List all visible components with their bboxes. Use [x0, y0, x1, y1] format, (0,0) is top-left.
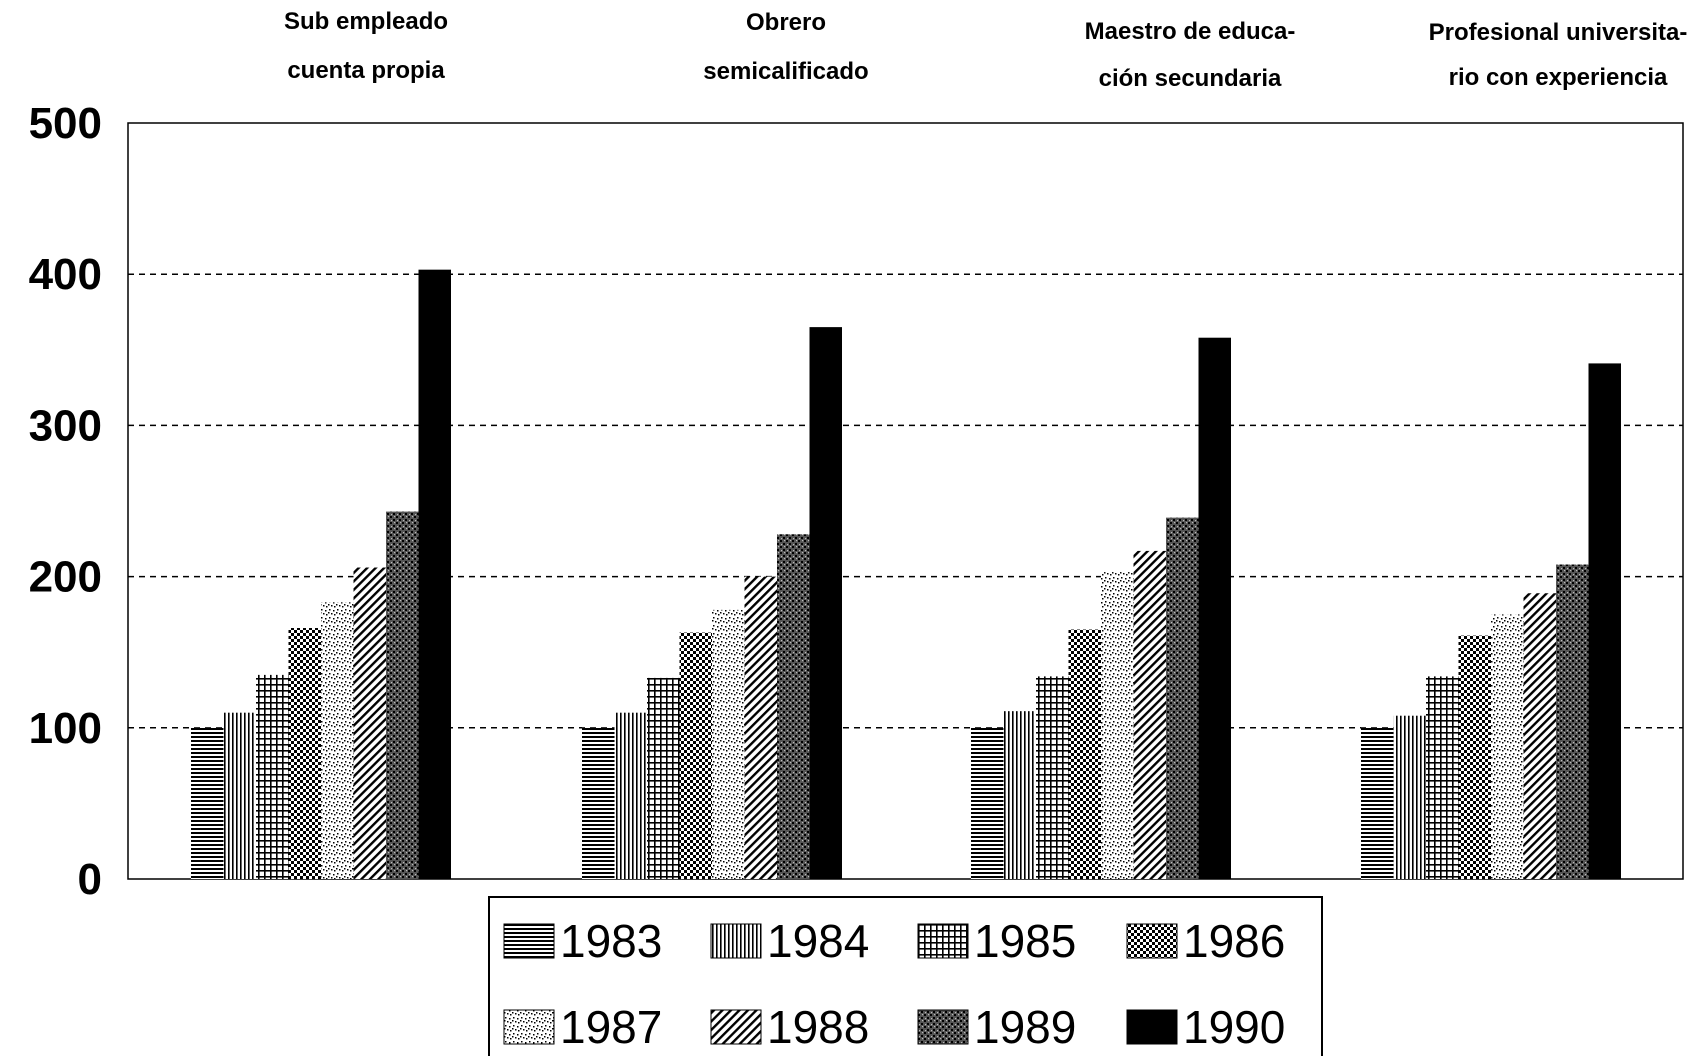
bar-1986-cat-3 [1458, 635, 1491, 879]
bar-1987-cat-0 [321, 602, 354, 879]
bar-1983-cat-1 [582, 727, 615, 879]
bar-1989-cat-2 [1166, 517, 1199, 879]
category-label-3-line-0: Profesional universita- [1429, 19, 1688, 46]
bar-1987-cat-3 [1491, 614, 1524, 879]
y-tick-label-0: 0 [78, 855, 102, 904]
bar-1986-cat-2 [1068, 629, 1101, 879]
bar-1988-cat-3 [1523, 593, 1556, 879]
bar-1988-cat-0 [353, 567, 386, 879]
legend-label-1984: 1984 [767, 915, 869, 967]
category-label-1-line-0: Obrero [746, 9, 826, 36]
category-label-0-line-0: Sub empleado [284, 8, 448, 35]
bar-1984-cat-2 [1003, 711, 1036, 879]
legend-swatch-1986 [1126, 923, 1178, 959]
legend-label-1987: 1987 [560, 1001, 662, 1053]
bar-1990-cat-1 [809, 327, 842, 879]
legend-box [488, 896, 1323, 1056]
category-label-3-line-1: rio con experiencia [1449, 64, 1668, 91]
bar-group-1 [582, 327, 842, 879]
legend-label-1983: 1983 [560, 915, 662, 967]
category-label-2-line-1: ción secundaria [1099, 65, 1282, 92]
bar-1990-cat-0 [418, 269, 451, 879]
bar-1986-cat-1 [679, 632, 712, 879]
category-label-0-line-1: cuenta propia [287, 57, 445, 84]
bar-1983-cat-3 [1361, 727, 1394, 879]
bars [191, 269, 1621, 880]
bar-1987-cat-1 [712, 609, 745, 879]
bar-1988-cat-1 [744, 576, 777, 879]
y-tick-label-100: 100 [29, 704, 102, 753]
bar-1984-cat-0 [223, 712, 256, 879]
y-tick-label-400: 400 [29, 250, 102, 299]
bar-1984-cat-1 [614, 712, 647, 879]
legend-label-1988: 1988 [767, 1001, 869, 1053]
y-tick-label-300: 300 [29, 401, 102, 450]
y-axis-tick-labels: 0 100 200 300 400 500 [29, 99, 102, 904]
legend: 1983 1984 1985 1986 1987 1988 1989 1990 [488, 896, 1323, 1056]
bar-1984-cat-3 [1393, 715, 1426, 879]
bar-1985-cat-2 [1036, 676, 1069, 879]
plot-border [127, 122, 1684, 880]
legend-swatch-1985 [917, 923, 969, 959]
y-tick-label-200: 200 [29, 553, 102, 602]
bar-1990-cat-2 [1198, 337, 1231, 880]
bar-1989-cat-0 [386, 511, 419, 879]
legend-swatch-1984 [710, 923, 762, 959]
legend-label-1986: 1986 [1183, 915, 1285, 967]
legend-swatch-1988 [710, 1009, 762, 1045]
bar-1986-cat-0 [288, 628, 321, 879]
legend-label-1990: 1990 [1183, 1001, 1285, 1053]
y-tick-label-500: 500 [29, 99, 102, 148]
bar-1985-cat-1 [647, 677, 680, 879]
bar-1983-cat-0 [191, 727, 224, 879]
bar-1987-cat-2 [1101, 572, 1134, 879]
legend-swatch-1990 [1126, 1009, 1178, 1045]
bar-1990-cat-3 [1588, 363, 1621, 880]
bar-group-3 [1361, 363, 1621, 880]
bar-1989-cat-3 [1556, 564, 1589, 879]
bar-1989-cat-1 [777, 534, 810, 879]
legend-swatch-1983 [503, 923, 555, 959]
legend-swatch-1987 [503, 1009, 555, 1045]
bar-group-2 [971, 337, 1231, 880]
bar-group-0 [191, 269, 451, 879]
category-labels: Sub empleado cuenta propia Obrero semicalif… [284, 8, 1687, 92]
bar-1985-cat-3 [1426, 676, 1459, 879]
plot-frame [127, 122, 1684, 880]
bar-1988-cat-2 [1133, 550, 1166, 879]
category-label-2-line-0: Maestro de educa- [1085, 18, 1296, 45]
legend-swatch-1989 [917, 1009, 969, 1045]
legend-label-1989: 1989 [974, 1001, 1076, 1053]
category-label-1-line-1: semicalificado [703, 58, 868, 85]
legend-label-1985: 1985 [974, 915, 1076, 967]
bar-1985-cat-0 [256, 674, 289, 879]
bar-1983-cat-2 [971, 727, 1004, 879]
